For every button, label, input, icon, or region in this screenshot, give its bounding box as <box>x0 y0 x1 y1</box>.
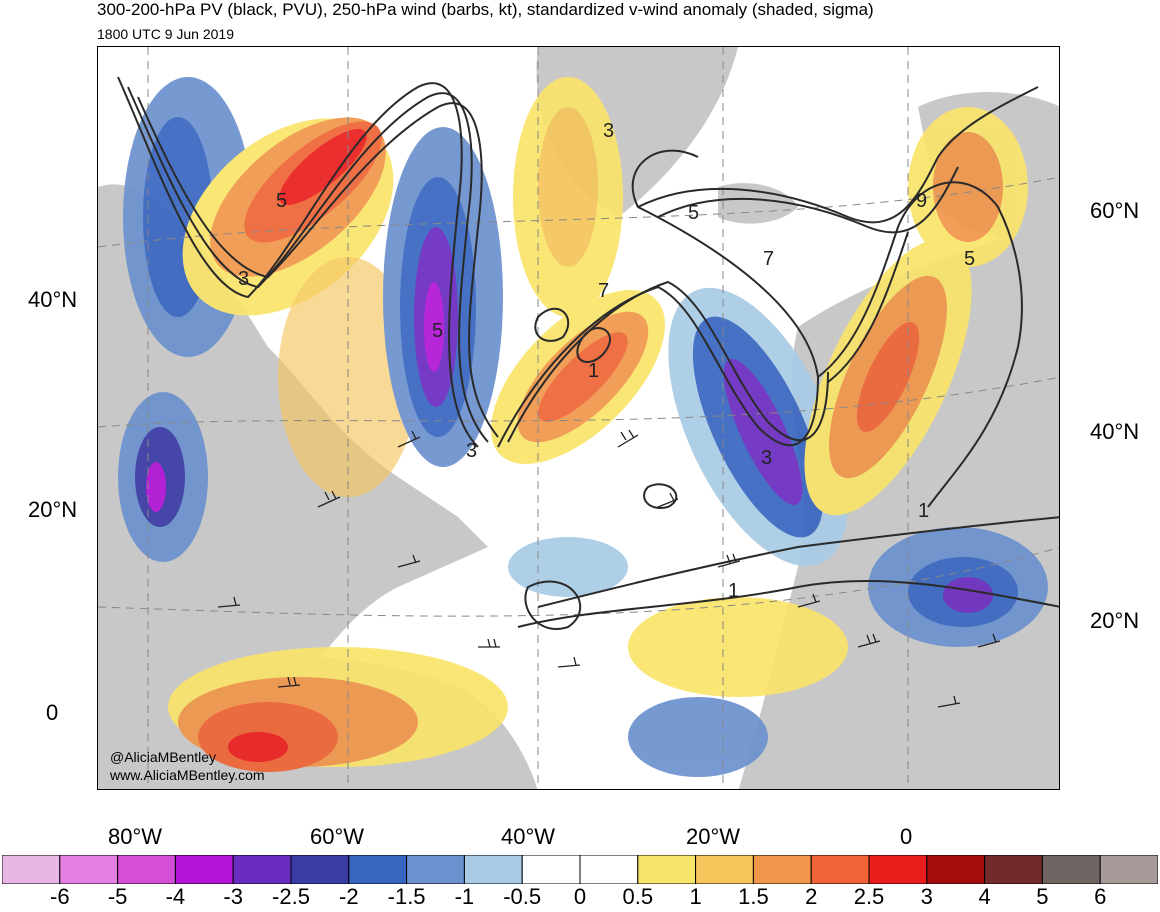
colorbar-tick-label: -6 <box>50 884 70 909</box>
colorbar-tick-label: 1 <box>689 884 702 909</box>
colorbar-swatch <box>521 855 581 884</box>
colorbar-swatch <box>579 855 639 884</box>
map-subtitle: 1800 UTC 9 Jun 2019 <box>97 26 234 42</box>
pv-label: 3 <box>761 447 772 469</box>
colorbar-tick-label: 5 <box>1036 884 1049 909</box>
colorbar-swatch <box>174 855 234 884</box>
colorbar-swatch <box>868 855 928 884</box>
colorbar-swatch <box>1041 855 1101 884</box>
colorbar-tick-label: 2.5 <box>853 884 885 909</box>
colorbar-tick-label: 3 <box>920 884 933 909</box>
colorbar-tick-label: -1.5 <box>387 884 426 909</box>
wind-barbs <box>217 429 1001 708</box>
lat-label-left: 0 <box>46 700 59 725</box>
pv-label: 5 <box>432 320 443 342</box>
lat-label-right: 40°N <box>1090 419 1140 444</box>
colorbar-swatch <box>984 855 1043 884</box>
colorbar-tick-label: 6 <box>1094 884 1107 909</box>
colorbar-tick-label: 0.5 <box>622 884 654 909</box>
lon-label: 0 <box>900 824 913 849</box>
colorbar-swatch <box>810 855 870 884</box>
colorbar-tick-label: -2 <box>339 884 359 909</box>
pv-label: 5 <box>276 190 287 212</box>
colorbar-swatch <box>232 855 292 884</box>
lat-label-left: 20°N <box>28 497 78 522</box>
pv-label: 1 <box>918 500 929 522</box>
lat-label-left: 40°N <box>28 287 78 312</box>
pv-labels: 3 3 3 3 5 5 5 5 7 7 9 1 1 1 <box>238 120 975 602</box>
credit-url: www.AliciaMBentley.com <box>110 767 265 783</box>
pv-label: 1 <box>588 360 599 382</box>
map-canvas: 3 3 3 3 5 5 5 5 7 7 9 1 1 1 <box>98 47 1059 789</box>
map-title: 300-200-hPa PV (black, PVU), 250-hPa win… <box>97 0 874 19</box>
colorbar-swatch <box>695 855 754 884</box>
pv-label: 9 <box>916 190 927 212</box>
credit-handle: @AliciaMBentley <box>110 749 217 765</box>
colorbar-swatch <box>348 855 408 884</box>
pv-label: 5 <box>964 248 975 270</box>
lon-label: 20°W <box>686 824 741 849</box>
colorbar-swatch <box>463 855 523 884</box>
colorbar-swatch <box>637 855 697 884</box>
lat-label-right: 20°N <box>1090 608 1140 633</box>
colorbar-tick-label: -3 <box>223 884 243 909</box>
colorbar-swatch <box>117 855 176 884</box>
pv-label: 1 <box>728 580 739 602</box>
colorbar-tick-label: 4 <box>978 884 991 909</box>
colorbar-tick-label: 1.5 <box>738 884 769 909</box>
pv-label: 5 <box>688 202 699 224</box>
graticule <box>98 47 1059 789</box>
colorbar-tick-label: -5 <box>107 884 128 909</box>
colorbar-tick-label: 0 <box>573 884 587 909</box>
pv-label: 7 <box>598 280 609 302</box>
colorbar <box>2 855 1158 884</box>
colorbar-boxes <box>2 855 1158 884</box>
pv-contours <box>117 76 1059 630</box>
pv-label: 3 <box>238 268 249 290</box>
colorbar-tick-label: -4 <box>165 884 186 909</box>
lon-label: 40°W <box>501 824 556 849</box>
colorbar-tick-label: 2 <box>805 884 818 909</box>
colorbar-tick-label: -2.5 <box>272 884 310 909</box>
colorbar-swatch <box>290 855 350 884</box>
colorbar-tick-label: -0.5 <box>503 884 542 909</box>
pv-label: 3 <box>466 440 477 462</box>
lat-label-right: 60°N <box>1090 198 1140 223</box>
map-panel: 3 3 3 3 5 5 5 5 7 7 9 1 1 1 <box>97 46 1060 790</box>
colorbar-swatch <box>59 855 119 884</box>
pv-label: 3 <box>603 120 614 142</box>
colorbar-tick-label: -1 <box>454 884 475 909</box>
colorbar-swatch <box>406 855 465 884</box>
lon-label: 80°W <box>108 824 163 849</box>
pv-label: 7 <box>763 248 774 270</box>
lon-label: 60°W <box>310 824 365 849</box>
colorbar-swatch <box>926 855 986 884</box>
iceland-land <box>718 183 798 224</box>
colorbar-swatch <box>1099 855 1158 884</box>
colorbar-swatch <box>752 855 812 884</box>
colorbar-swatch <box>2 855 61 884</box>
